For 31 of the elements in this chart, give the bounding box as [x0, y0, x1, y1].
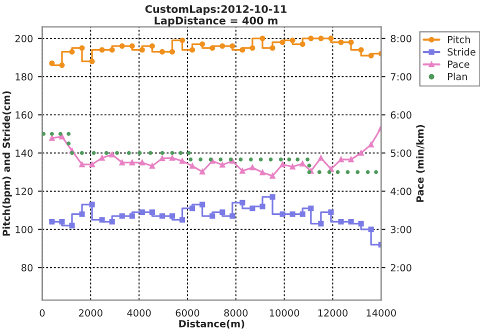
y-tick-label: 120	[16, 188, 33, 196]
chart-subtitle: LapDistance = 400 m	[154, 16, 278, 27]
legend-label: Stride	[448, 48, 476, 56]
legend-label: Pace	[448, 60, 470, 68]
legend-label: Plan	[448, 72, 467, 80]
y2-tick-label: 4:00	[390, 188, 412, 196]
y-tick-label: 100	[16, 226, 33, 234]
y2-tick-label: 7:00	[390, 73, 412, 80]
y-tick-label: 160	[16, 111, 33, 119]
y-tick-label: 80	[22, 264, 33, 272]
x-tick-label: 4000	[127, 309, 151, 317]
y-tick-label: 180	[16, 73, 33, 80]
y-tick-label: 140	[16, 149, 33, 157]
x-tick-label: 6000	[176, 309, 200, 317]
x-tick-label: 0	[40, 309, 45, 317]
legend-label: Pitch	[448, 36, 470, 44]
x-axis-title: Distance(m)	[179, 320, 244, 329]
chart-title: CustomLaps:2012-10-11	[145, 5, 286, 16]
y2-tick-label: 2:00	[390, 264, 412, 272]
x-tick-label: 14000	[366, 309, 396, 317]
y2-tick-label: 5:00	[390, 149, 412, 157]
x-tick-label: 10000	[270, 309, 300, 317]
x-tick-label: 8000	[224, 309, 248, 317]
y-axis-title: Pitch(bpm) and Stride(cm)	[2, 91, 12, 236]
y2-axis-title: Pace (min/km)	[416, 125, 425, 202]
x-tick-label: 2000	[78, 309, 102, 317]
y2-tick-label: 8:00	[390, 34, 412, 42]
x-tick-label: 12000	[318, 309, 348, 317]
y2-tick-label: 3:00	[390, 226, 412, 234]
y-tick-label: 200	[15, 34, 33, 42]
y2-tick-label: 6:00	[390, 111, 412, 119]
